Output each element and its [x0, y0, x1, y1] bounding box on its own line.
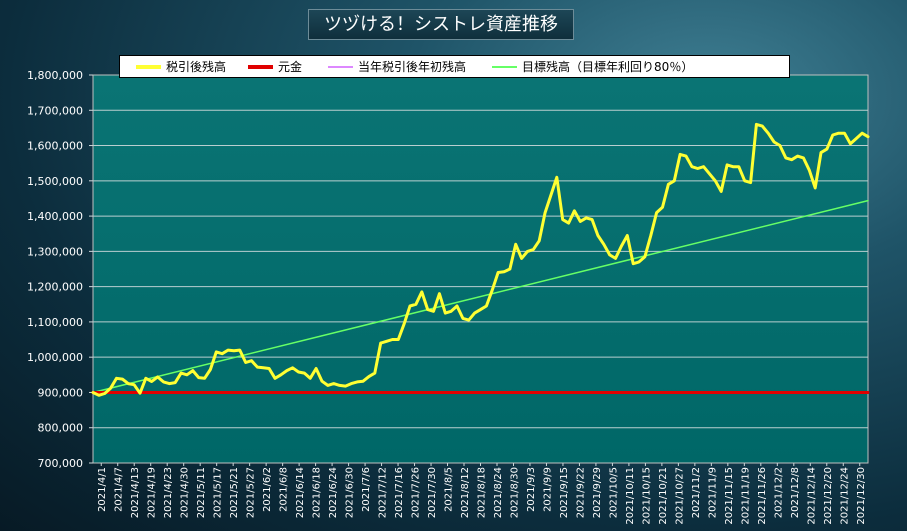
x-tick-label: 2021/5/21: [229, 467, 240, 518]
x-tick-label: 2021/11/2: [691, 467, 702, 518]
series-after-tax-balance-line: [91, 122, 870, 397]
x-tick-label: 2021/4/1: [97, 467, 108, 512]
x-tick-label: 2021/8/18: [477, 467, 488, 518]
x-tick-label: 2021/12/24: [839, 467, 850, 525]
x-tick-label: 2021/4/30: [180, 467, 191, 518]
x-tick-label: 2021/12/20: [823, 467, 834, 525]
legend-label-target-balance: 目標残高（目標年利回り80％）: [522, 60, 694, 74]
legend-item-after-tax-balance: 税引後残高: [136, 58, 226, 75]
x-tick-label: 2021/11/19: [740, 467, 751, 525]
series-lines: [91, 122, 870, 397]
x-tick-label: 2021/10/27: [674, 467, 685, 525]
x-tick-label: 2021/7/26: [411, 467, 422, 518]
x-tick-label: 2021/10/5: [608, 467, 619, 518]
x-tick-label: 2021/8/5: [444, 467, 455, 512]
x-tick-label: 2021/7/6: [361, 467, 372, 512]
y-tick-label: 1,300,000: [27, 245, 83, 258]
legend-swatch-year-start-balance: [328, 65, 354, 68]
x-tick-label: 2021/6/8: [279, 467, 290, 512]
x-tick-label: 2021/7/30: [427, 467, 438, 518]
legend-item-target-balance: 目標残高（目標年利回り80％）: [492, 58, 693, 75]
legend-label-year-start-balance: 当年税引後年初残高: [358, 60, 467, 74]
x-tick-label: 2021/5/17: [213, 467, 224, 518]
y-tick-label: 1,500,000: [27, 175, 83, 188]
x-tick-label: 2021/6/2: [262, 467, 273, 512]
legend-item-year-start-balance: 当年税引後年初残高: [328, 58, 466, 75]
x-tick-label: 2021/8/24: [493, 467, 504, 518]
x-tick-label: 2021/8/12: [460, 467, 471, 518]
y-tick-label: 1,400,000: [27, 210, 83, 223]
y-tick-label: 800,000: [38, 422, 84, 435]
x-tick-label: 2021/9/9: [542, 467, 553, 512]
x-tick-label: 2021/4/13: [130, 467, 141, 518]
plot-area: [92, 74, 869, 464]
y-tick-label: 700,000: [38, 457, 84, 470]
x-tick-label: 2021/8/30: [509, 467, 520, 518]
x-tick-label: 2021/12/2: [773, 467, 784, 518]
x-tick-label: 2021/12/8: [790, 467, 801, 518]
legend-item-principal: 元金: [248, 58, 302, 75]
x-tick-label: 2021/12/14: [806, 467, 817, 525]
legend-swatch-target-balance: [492, 65, 518, 68]
x-tick-label: 2021/10/15: [641, 467, 652, 525]
x-tick-label: 2021/11/15: [724, 467, 735, 525]
y-tick-label: 1,000,000: [27, 351, 83, 364]
legend-swatch-after-tax-balance: [136, 64, 161, 69]
y-tick-label: 900,000: [38, 386, 84, 399]
y-tick-label: 1,700,000: [27, 104, 83, 117]
y-axis-ticks: 700,000 800,000 900,000 1,000,000 1,100,000 1…: [27, 69, 93, 470]
x-tick-label: 2021/4/23: [163, 467, 174, 518]
x-tick-label: 2021/5/27: [246, 467, 257, 518]
legend-label-principal: 元金: [278, 60, 303, 74]
x-tick-label: 2021/7/16: [394, 467, 405, 518]
x-tick-label: 2021/9/15: [559, 467, 570, 518]
legend: 税引後残高 元金 当年税引後年初残高 目標残高（目標年利回り80％）: [119, 55, 790, 78]
x-tick-label: 2021/12/30: [856, 467, 867, 525]
x-tick-label: 2021/9/3: [526, 467, 537, 512]
x-tick-label: 2021/6/30: [345, 467, 356, 518]
x-axis-ticks: 2021/4/1 2021/4/7 2021/4/13 2021/4/19 2021/4…: [97, 463, 867, 525]
x-tick-label: 2021/6/24: [328, 467, 339, 518]
x-tick-label: 2021/10/21: [658, 467, 669, 525]
series-target-line: [92, 199, 869, 394]
y-tick-label: 1,600,000: [27, 140, 83, 153]
x-tick-label: 2021/9/22: [575, 467, 586, 518]
x-tick-label: 2021/7/12: [378, 467, 389, 518]
x-tick-label: 2021/6/18: [312, 467, 323, 518]
y-tick-label: 1,800,000: [27, 69, 83, 82]
x-tick-label: 2021/4/19: [147, 467, 158, 518]
x-tick-label: 2021/9/29: [592, 467, 603, 518]
y-tick-label: 1,100,000: [27, 316, 83, 329]
legend-label-after-tax-balance: 税引後残高: [166, 60, 227, 74]
x-tick-label: 2021/10/11: [625, 467, 636, 525]
x-tick-label: 2021/11/9: [707, 467, 718, 518]
legend-swatch-principal: [248, 64, 274, 69]
x-tick-label: 2021/11/26: [757, 467, 768, 525]
x-tick-label: 2021/5/11: [196, 467, 207, 518]
y-tick-label: 1,200,000: [27, 281, 83, 294]
x-tick-label: 2021/4/7: [114, 467, 125, 512]
x-tick-label: 2021/6/14: [295, 467, 306, 518]
chart-title: ツヅける！シストレ資産推移: [308, 9, 574, 40]
